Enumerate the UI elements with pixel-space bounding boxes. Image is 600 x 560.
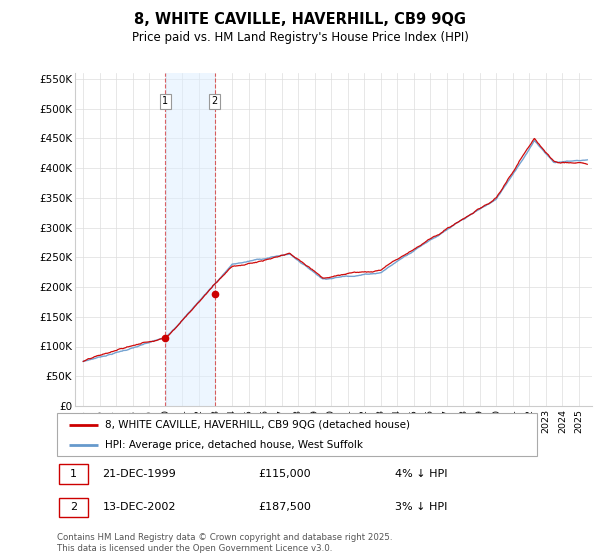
FancyBboxPatch shape xyxy=(57,413,537,456)
Text: Contains HM Land Registry data © Crown copyright and database right 2025.
This d: Contains HM Land Registry data © Crown c… xyxy=(57,533,392,553)
Text: 8, WHITE CAVILLE, HAVERHILL, CB9 9QG: 8, WHITE CAVILLE, HAVERHILL, CB9 9QG xyxy=(134,12,466,27)
Text: 3% ↓ HPI: 3% ↓ HPI xyxy=(395,502,447,512)
Text: 2: 2 xyxy=(212,96,218,106)
Text: HPI: Average price, detached house, West Suffolk: HPI: Average price, detached house, West… xyxy=(105,440,363,450)
Text: Price paid vs. HM Land Registry's House Price Index (HPI): Price paid vs. HM Land Registry's House … xyxy=(131,31,469,44)
Text: 8, WHITE CAVILLE, HAVERHILL, CB9 9QG (detached house): 8, WHITE CAVILLE, HAVERHILL, CB9 9QG (de… xyxy=(105,419,410,430)
Text: £187,500: £187,500 xyxy=(259,502,311,512)
Text: 2: 2 xyxy=(70,502,77,512)
Text: £115,000: £115,000 xyxy=(259,469,311,479)
Text: 1: 1 xyxy=(163,96,169,106)
Bar xyxy=(166,73,215,406)
Text: 21-DEC-1999: 21-DEC-1999 xyxy=(103,469,176,479)
Text: 13-DEC-2002: 13-DEC-2002 xyxy=(103,502,176,512)
FancyBboxPatch shape xyxy=(59,464,88,484)
FancyBboxPatch shape xyxy=(59,497,88,517)
Text: 4% ↓ HPI: 4% ↓ HPI xyxy=(395,469,447,479)
Text: 1: 1 xyxy=(70,469,77,479)
